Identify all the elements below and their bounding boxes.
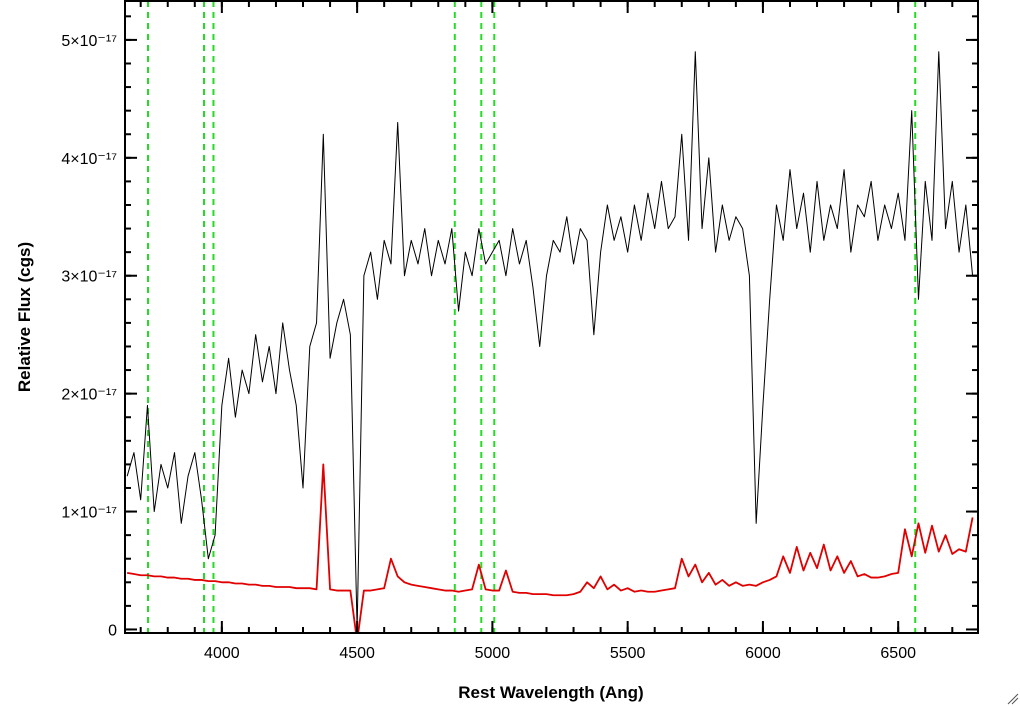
x-tick-label: 5500 — [610, 645, 646, 662]
x-tick-label: 5000 — [475, 645, 511, 662]
x-axis-label: Rest Wavelength (Ang) — [458, 683, 643, 702]
resize-grip — [1007, 693, 1019, 705]
spectrum-line — [126, 51, 974, 630]
plot-frame — [124, 0, 979, 634]
y-tick-label: 2×10⁻¹⁷ — [61, 387, 117, 404]
x-tick-label: 4000 — [204, 645, 240, 662]
y-tick-label: 4×10⁻¹⁷ — [61, 151, 117, 168]
plot-area — [126, 1, 974, 633]
y-tick-label: 1×10⁻¹⁷ — [61, 505, 117, 522]
y-tick-label: 5×10⁻¹⁷ — [61, 33, 117, 50]
spectrum-line — [127, 463, 974, 633]
y-tick-label: 3×10⁻¹⁷ — [61, 269, 117, 286]
x-tick-label: 6000 — [745, 645, 781, 662]
x-tick-label: 6500 — [880, 645, 916, 662]
y-tick-label: 0 — [108, 622, 117, 639]
x-tick-label: 4500 — [339, 645, 375, 662]
y-axis-label: Relative Flux (cgs) — [15, 242, 34, 392]
